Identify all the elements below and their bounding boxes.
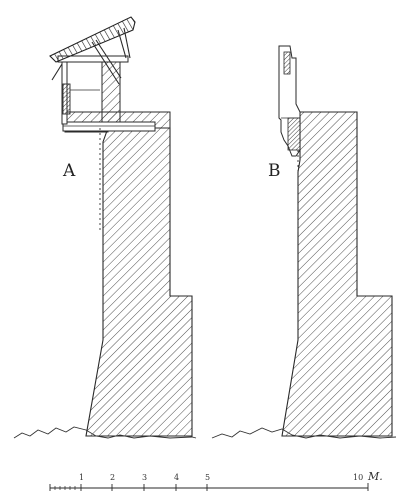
scale-bar: 1 2 3 4 5 10 M. xyxy=(49,470,383,491)
section-b-label: B xyxy=(268,161,281,181)
section-a-ground xyxy=(13,426,197,439)
section-b: B xyxy=(211,45,397,439)
scale-unit-label: M. xyxy=(367,470,383,483)
scale-bar-subdivisions xyxy=(54,486,76,490)
section-a-wall xyxy=(85,127,193,437)
scale-tick-label: 2 xyxy=(110,473,115,482)
section-a-hoarding xyxy=(51,39,129,125)
section-b-machicolation xyxy=(278,45,301,157)
scale-tick-label: 3 xyxy=(142,473,147,482)
section-a-label: A xyxy=(62,161,76,181)
section-a-roof xyxy=(49,16,136,63)
scale-tick-label: 4 xyxy=(174,473,179,482)
section-b-ground xyxy=(211,427,397,439)
scale-tick-label: 5 xyxy=(205,473,210,482)
section-a: A xyxy=(13,16,197,439)
scale-tick-label: 10 xyxy=(353,473,363,482)
scale-tick-label: 1 xyxy=(79,473,84,482)
section-a-floor-slab xyxy=(62,121,156,132)
section-b-wall xyxy=(281,111,393,437)
